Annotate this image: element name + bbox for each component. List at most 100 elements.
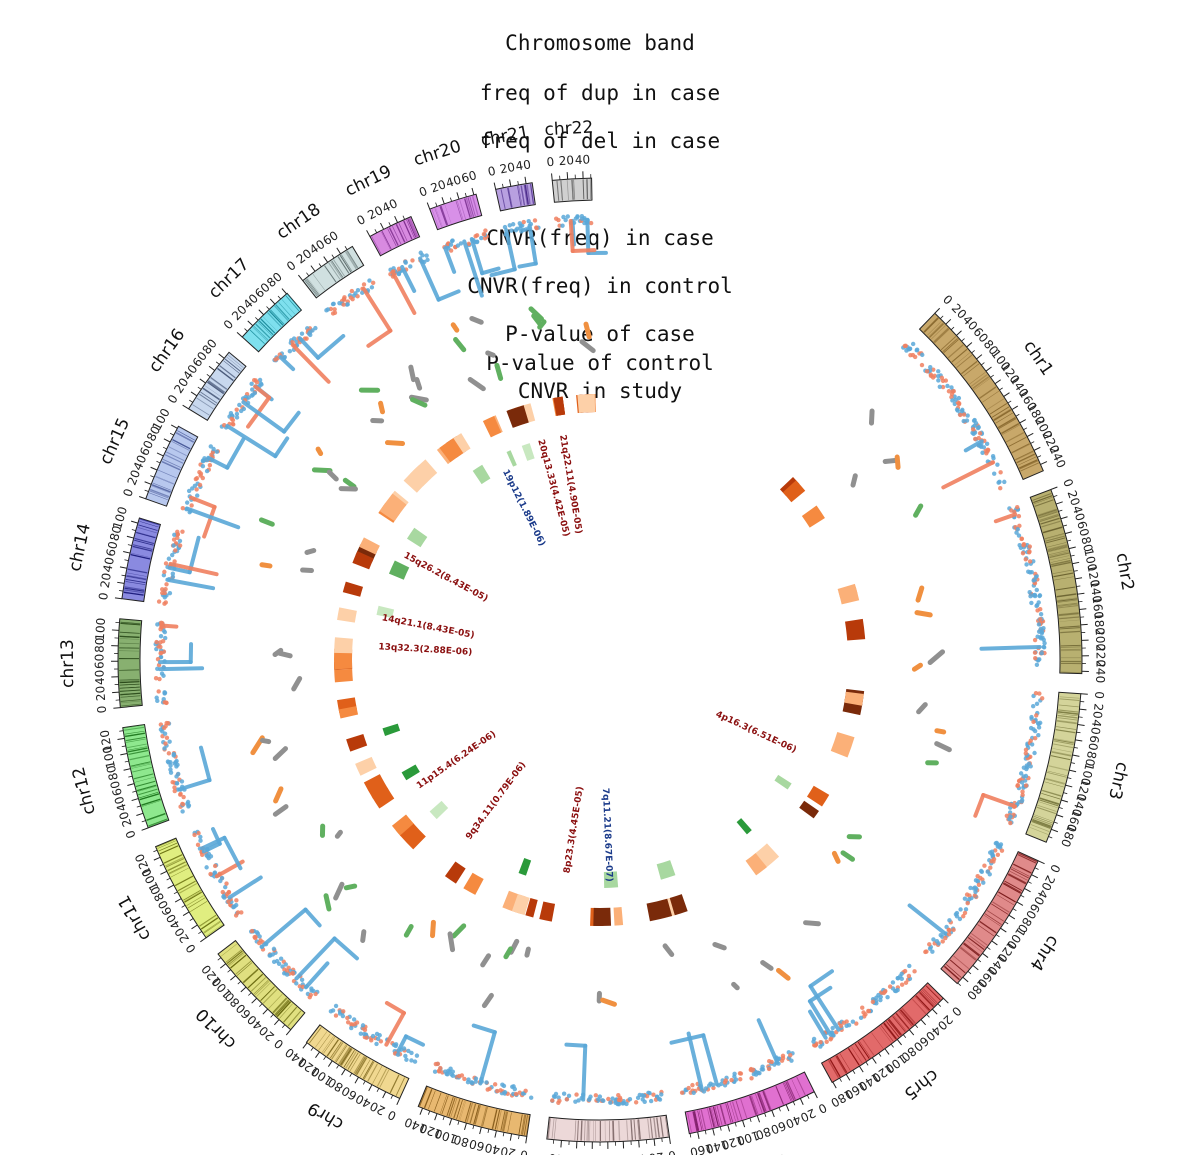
cytoband [146, 813, 166, 822]
cytoband [963, 363, 980, 377]
del-freq-point [349, 1025, 354, 1031]
cytoband [963, 942, 981, 956]
freq-connector [225, 437, 246, 470]
minor-tick [118, 590, 124, 592]
dup-freq-point [824, 1039, 829, 1044]
dup-freq-point [1033, 690, 1039, 696]
pvalue-case-block [371, 787, 395, 809]
chromosome-band-chr19 [369, 215, 421, 257]
dup-freq-point [951, 927, 956, 933]
freq-connector [211, 827, 222, 846]
del-freq-point [657, 1097, 663, 1102]
del-freq-spike [165, 577, 216, 591]
tick-label: 100 [149, 406, 172, 433]
minor-tick [940, 315, 944, 319]
del-freq-point [642, 1099, 647, 1105]
tick-mark [1050, 486, 1058, 490]
del-freq-point [510, 222, 516, 227]
del-freq-point [517, 221, 522, 226]
del-freq-point [155, 622, 160, 627]
cytoband [933, 327, 949, 342]
del-freq-spike [418, 256, 441, 302]
chromosome-band-chr3 [1025, 691, 1082, 843]
tick-mark [697, 1131, 700, 1139]
cnvr-freq-segment [524, 946, 531, 958]
del-freq-point [179, 779, 185, 784]
cytoband [836, 1055, 848, 1073]
cytoband [137, 527, 157, 534]
cytoband [333, 259, 345, 277]
minor-tick [464, 192, 467, 198]
minor-tick [390, 1094, 394, 1099]
cytoband [138, 788, 158, 796]
dup-freq-point [333, 1013, 339, 1018]
tick-mark [1075, 739, 1083, 742]
dup-freq-point [198, 471, 204, 476]
del-freq-point [395, 1052, 401, 1057]
cytoband [141, 800, 161, 807]
cytoband [379, 1069, 390, 1088]
tick-label: 0 [667, 1148, 677, 1155]
cnvr-freq-segment [911, 662, 923, 672]
cytoband [501, 1111, 507, 1132]
del-freq-point [369, 285, 375, 290]
cytoband [942, 337, 958, 353]
del-freq-point [1031, 578, 1036, 583]
del-freq-point [811, 1039, 816, 1044]
tick-label: 0 [96, 592, 111, 601]
cytoband [553, 1118, 557, 1139]
minor-tick [215, 361, 220, 365]
cytoband [502, 1111, 509, 1132]
del-freq-point [391, 1042, 397, 1048]
cnvr-freq-segment [480, 953, 492, 968]
cytoband [125, 581, 146, 586]
tick-mark [994, 379, 1001, 385]
cytoband [930, 325, 946, 340]
del-freq-point [1030, 704, 1036, 709]
tick-mark [236, 331, 243, 338]
cytoband [982, 390, 1000, 403]
tick-mark [160, 870, 167, 875]
del-freq-point [1008, 814, 1013, 819]
dup-freq-point [1033, 735, 1038, 741]
tick-label: 180 [1091, 612, 1107, 636]
chromosome-label-chr13: chr13 [58, 639, 78, 688]
cytoband [1060, 648, 1081, 651]
cnvr-freq-segment [259, 737, 272, 745]
del-freq-point [565, 214, 570, 219]
tick-mark [150, 466, 158, 471]
cytoband [748, 1095, 757, 1116]
layer-label-cnvr-in-study: CNVR in study [517, 379, 683, 403]
del-freq-spike [227, 875, 263, 900]
dup-freq-point [769, 1059, 774, 1065]
cytoband [255, 323, 271, 339]
del-freq-point [375, 1036, 381, 1042]
tick-label: 180 [1058, 823, 1079, 849]
cytoband [618, 1120, 621, 1141]
cnvr-freq-segment [469, 316, 484, 325]
dup-freq-point [482, 236, 488, 241]
cytoband [120, 692, 141, 696]
dup-freq-point [222, 422, 227, 428]
del-freq-point [992, 471, 997, 476]
cytoband [700, 1109, 707, 1130]
tick-mark [302, 1042, 308, 1049]
cytoband [124, 726, 145, 731]
cytoband [915, 996, 930, 1012]
cytoband [163, 854, 183, 864]
del-freq-point [1029, 742, 1035, 747]
del-freq-spike [686, 1031, 704, 1091]
dup-freq-point [940, 939, 945, 944]
minor-tick [839, 1078, 842, 1082]
cytoband [998, 891, 1016, 903]
cytoband [1057, 604, 1078, 607]
del-freq-spike [167, 565, 192, 575]
dup-freq-point [866, 1008, 871, 1014]
cytoband [576, 1120, 579, 1141]
cytoband [1010, 868, 1029, 879]
cnvr-freq-segment [915, 585, 925, 603]
dup-freq-point [180, 529, 185, 534]
cytoband [1019, 460, 1039, 470]
minor-tick [132, 790, 137, 793]
